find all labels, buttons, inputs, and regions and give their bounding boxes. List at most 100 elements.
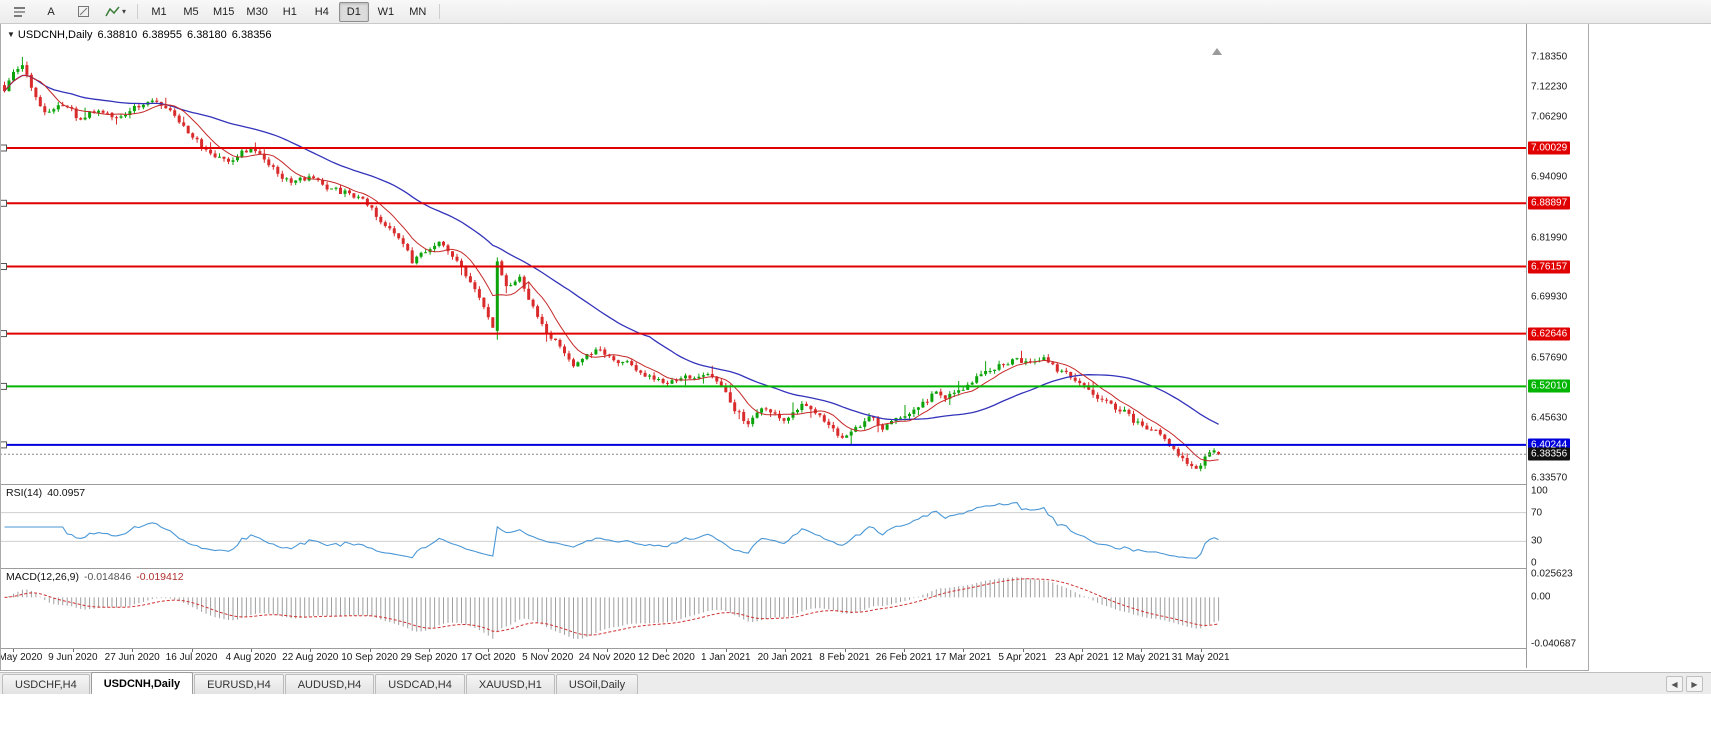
date-label: 26 Feb 2021: [875, 652, 932, 663]
macd-axis-zero-label: 0.00: [1531, 591, 1551, 603]
fast-ma-line[interactable]: [4, 74, 1219, 462]
chart-title: ▼ USDCNH,Daily 6.38810 6.38955 6.38180 6.3835…: [7, 29, 272, 41]
collapse-triangle-icon[interactable]: ▼: [7, 30, 15, 39]
date-label: 16 Jul 2020: [165, 652, 218, 663]
price-level-badge: 6.76157: [1528, 260, 1571, 274]
ohlc-open: 6.38810: [97, 29, 138, 41]
macd-pane-separator[interactable]: [0, 568, 1527, 569]
chart-tab-usoil-daily[interactable]: USOil,Daily: [555, 674, 639, 694]
date-tick: [72, 649, 74, 652]
tab-scroll-right-button[interactable]: ▶: [1686, 676, 1703, 692]
indicator-list-icon[interactable]: [4, 2, 34, 22]
date-label: 12 Dec 2020: [638, 652, 695, 663]
dropdown-caret-icon[interactable]: ▾: [122, 7, 127, 16]
timeframe-d1-button[interactable]: D1: [338, 1, 369, 22]
date-label: 4 Aug 2020: [225, 652, 277, 663]
date-label: 12 May 2021: [1112, 652, 1171, 663]
rsi-axis-label: 0: [1531, 557, 1537, 569]
date-tick: [13, 649, 15, 652]
line-anchor-handle[interactable]: [0, 441, 7, 449]
rsi-axis-label: 70: [1531, 507, 1543, 519]
rsi-pane-separator[interactable]: [0, 484, 1527, 485]
line-anchor-handle[interactable]: [0, 263, 7, 270]
chart-tab-eurusd-h4[interactable]: EURUSD,H4: [194, 674, 284, 694]
price-axis-label: 6.57690: [1531, 352, 1568, 364]
text-tool-button[interactable]: A: [47, 5, 55, 18]
date-tick: [369, 649, 371, 652]
timeframe-m15-button[interactable]: M15: [213, 5, 235, 18]
toolbar-separator: [438, 4, 440, 19]
chart-tab-usdchf-h4[interactable]: USDCHF,H4: [2, 674, 90, 694]
price-level-badge: 7.00029: [1528, 141, 1571, 155]
timeframe-w1-button[interactable]: W1: [377, 5, 395, 18]
date-tick: [191, 649, 193, 652]
date-label: 31 May 2021: [1171, 652, 1230, 663]
date-tick: [666, 649, 668, 652]
line-anchor-handle[interactable]: [0, 330, 7, 338]
tab-scroll-buttons: ◀ ▶: [1666, 676, 1703, 692]
date-tick: [785, 649, 787, 652]
macd-label: MACD(12,26,9) -0.014846 -0.019412: [6, 571, 184, 583]
timeframe-m30-button[interactable]: M30: [246, 5, 268, 18]
macd-main-value: -0.014846: [83, 571, 132, 583]
date-label: 8 Feb 2021: [819, 652, 870, 663]
ohlc-low: 6.38180: [187, 29, 227, 41]
macd-name: MACD(12,26,9): [6, 571, 79, 583]
rsi-label: RSI(14) 40.0957: [6, 487, 85, 499]
rsi-pane-canvas[interactable]: [0, 484, 1526, 568]
macd-pane-canvas[interactable]: [0, 568, 1526, 648]
macd-histogram: [8, 577, 1220, 639]
up-candle-wicks: [8, 57, 1215, 472]
date-tick: [1141, 649, 1143, 652]
macd-axis-max-label: 0.025623: [1531, 568, 1573, 580]
line-anchor-handle[interactable]: [0, 382, 7, 390]
date-label: 20 Jan 2021: [757, 652, 813, 663]
timeframe-h4-button[interactable]: H4: [314, 5, 329, 18]
date-label: 10 Sep 2020: [341, 652, 398, 663]
price-axis-separator: [1526, 24, 1527, 668]
slow-ma-line[interactable]: [4, 74, 1219, 425]
chart-tab-usdcnh-daily[interactable]: USDCNH,Daily: [90, 672, 194, 694]
date-tick: [844, 649, 846, 652]
date-label: 22 Aug 2020: [282, 652, 339, 663]
date-label: 23 Apr 2021: [1054, 652, 1109, 663]
date-label: 17 Oct 2020: [461, 652, 516, 663]
line-anchor-handle[interactable]: [0, 199, 7, 207]
date-tick: [488, 649, 490, 652]
date-tick: [903, 649, 905, 652]
price-axis-label: 7.18350: [1531, 51, 1568, 63]
price-axis-label: 6.94090: [1531, 171, 1568, 183]
price-level-badge: 6.88897: [1528, 196, 1571, 210]
price-level-badge: 6.62646: [1528, 327, 1571, 341]
date-tick: [725, 649, 727, 652]
main-chart-canvas[interactable]: [0, 24, 1526, 484]
timeframe-m5-button[interactable]: M5: [183, 5, 199, 18]
ohlc-high: 6.38955: [142, 29, 183, 41]
date-tick: [547, 649, 549, 652]
macd-axis-min-label: -0.040687: [1531, 638, 1577, 650]
timeframe-h1-button[interactable]: H1: [282, 5, 297, 18]
date-label: 29 Sep 2020: [400, 652, 458, 663]
line-anchor-handle[interactable]: [0, 144, 7, 152]
date-tick: [607, 649, 609, 652]
object-tool-icon[interactable]: [68, 2, 98, 22]
timeframe-bar: M1 M5 M15 M30 H1 H4 D1 W1 MN: [143, 1, 434, 22]
chart-tab-usdcad-h4[interactable]: USDCAD,H4: [375, 674, 465, 694]
current-price-badge: 6.38356: [1528, 447, 1571, 461]
date-label: 5 Apr 2021: [998, 652, 1047, 663]
chart-shift-marker[interactable]: [1212, 48, 1222, 55]
ohlc-close: 6.38356: [231, 29, 272, 41]
toolbar: A ▾ M1 M5 M15 M30 H1 H4 D1 W1 MN: [0, 0, 1711, 24]
chart-tab-xauusd-h1[interactable]: XAUUSD,H1: [465, 674, 555, 694]
tab-scroll-left-button[interactable]: ◀: [1666, 676, 1683, 692]
zigzag-tool-button[interactable]: ▾: [100, 2, 131, 22]
price-level-badge: 6.52010: [1528, 379, 1571, 393]
date-tick: [310, 649, 312, 652]
chart-tab-audusd-h4[interactable]: AUDUSD,H4: [284, 674, 375, 694]
timeframe-mn-button[interactable]: MN: [409, 5, 427, 18]
rsi-name: RSI(14): [6, 487, 43, 499]
rsi-line: [4, 502, 1219, 559]
date-tick: [1022, 649, 1024, 652]
timeframe-m1-button[interactable]: M1: [151, 5, 167, 18]
